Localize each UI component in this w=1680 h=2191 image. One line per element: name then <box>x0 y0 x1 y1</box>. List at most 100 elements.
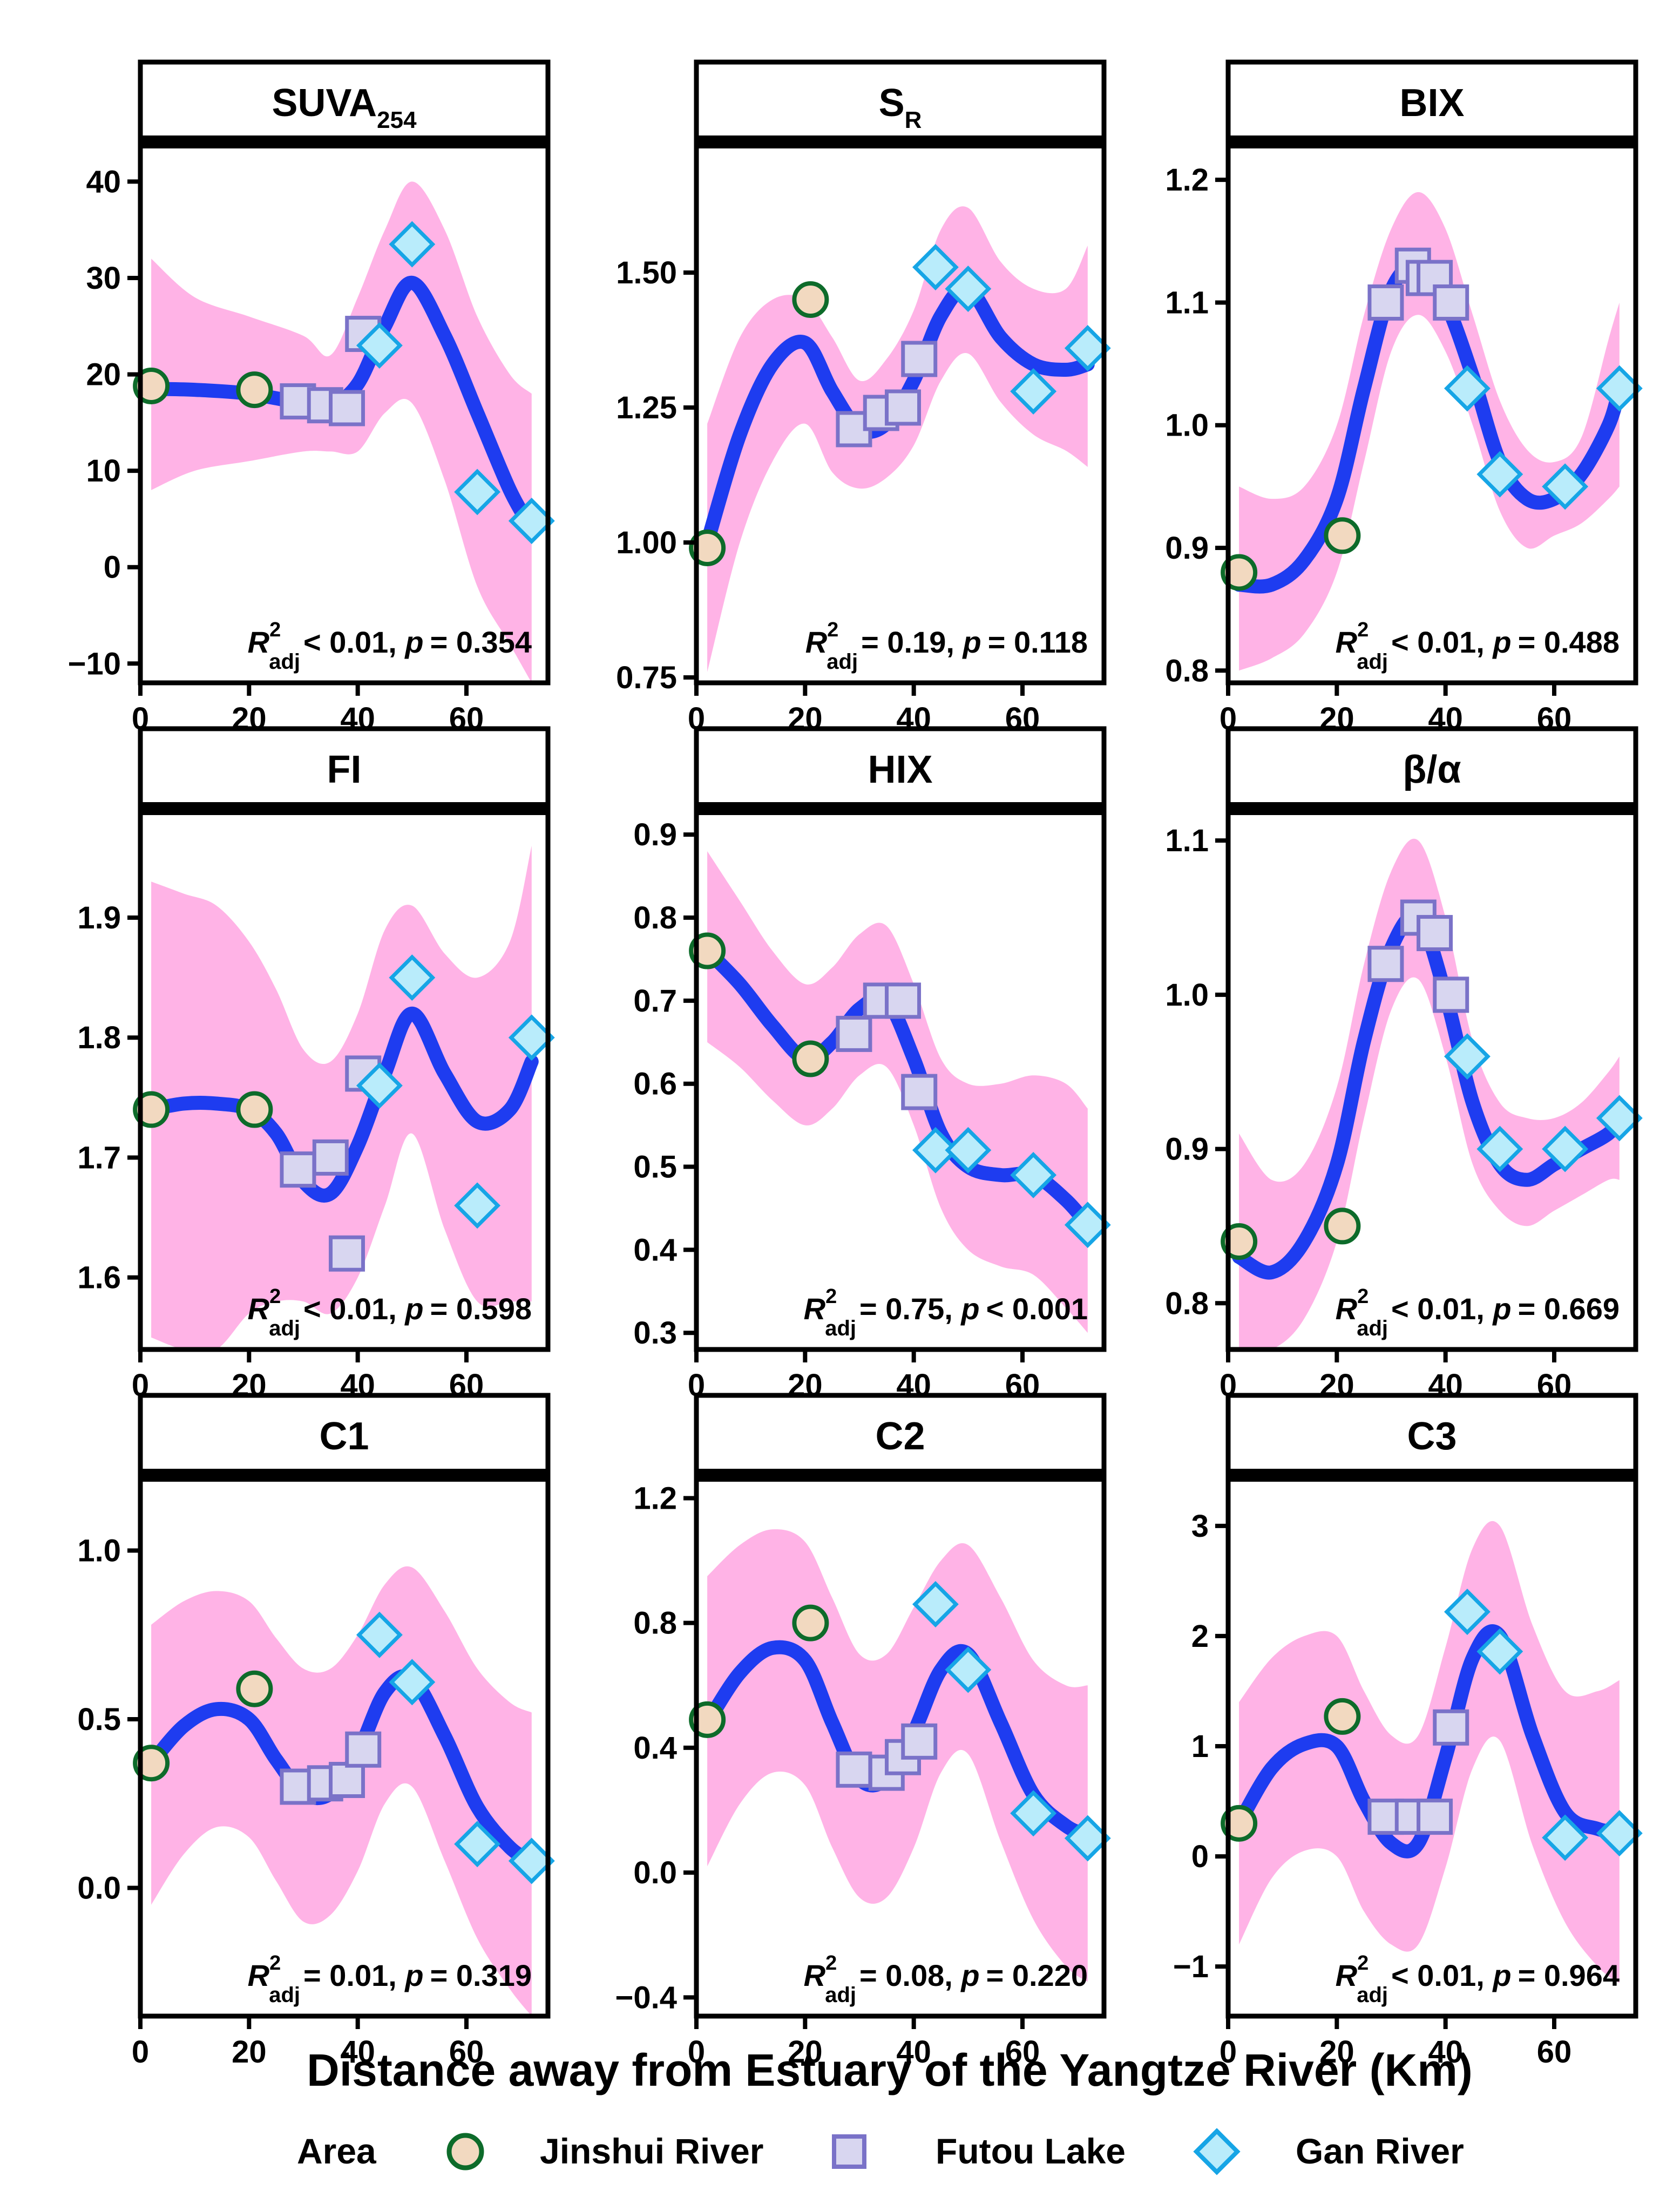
y-axis: 0.8 0.9 1.0 1.1 1.2 <box>1165 162 1228 688</box>
point-gan-river <box>1010 1151 1057 1198</box>
y-tick-label: 1.6 <box>77 1260 121 1295</box>
strip-title-main: β/α <box>1403 748 1461 791</box>
point-futou-lake <box>885 982 922 1019</box>
point-gan-river <box>454 1821 501 1868</box>
annotation-rel: < 0.01, <box>303 625 405 659</box>
strip-title-main: C3 <box>1407 1415 1457 1458</box>
annotation-sub: adj <box>1357 1983 1388 2007</box>
confidence-ribbon <box>151 181 532 683</box>
data-points <box>133 954 555 1272</box>
strip-underline <box>138 135 550 148</box>
y-axis: 1.6 1.7 1.8 1.9 <box>77 900 140 1295</box>
strip-underline <box>694 135 1106 148</box>
annotation-p-value: = 0.220 <box>986 1958 1088 1992</box>
confidence-ribbon <box>707 206 1088 672</box>
point-jinshui-river <box>236 371 273 409</box>
x-tick-label: 20 <box>1319 2034 1354 2070</box>
annotation-sub: adj <box>269 1317 300 1340</box>
point-gan-river <box>454 469 501 515</box>
point-futou-lake <box>329 1235 365 1272</box>
annotation-p: p <box>404 1958 423 1992</box>
annotation-p: p <box>404 1292 423 1326</box>
y-tick-label: −1 <box>1173 1949 1209 1984</box>
annotation-sub: adj <box>825 1317 856 1340</box>
confidence-ribbon <box>1239 1521 1620 1983</box>
annotation-r: R <box>1336 1292 1358 1326</box>
point-jinshui-river <box>792 281 829 318</box>
strip-title-main: C1 <box>319 1415 369 1458</box>
strip-box <box>1225 726 1638 812</box>
point-gan-river <box>356 1062 403 1109</box>
annotation-r: R <box>248 625 270 659</box>
annotation-sup: 2 <box>1357 619 1369 641</box>
point-gan-river <box>1010 368 1057 415</box>
x-tick-label: 20 <box>788 2034 823 2070</box>
y-tick-label: 1.7 <box>77 1140 121 1175</box>
point-jinshui-river <box>1221 1223 1258 1260</box>
strip-title: SR <box>879 82 922 133</box>
fit-annotation: R2 adj< 0.01, p = 0.598 <box>248 1285 532 1340</box>
strip-box <box>138 1393 551 1479</box>
point-jinshui-river <box>133 1091 170 1128</box>
strip-box <box>138 726 551 812</box>
annotation-sup: 2 <box>1357 1285 1369 1308</box>
point-gan-river <box>912 1127 959 1173</box>
point-futou-lake <box>836 1751 872 1788</box>
annotation-r: R <box>248 1292 270 1326</box>
fit-annotation: R2 adj= 0.08, p = 0.220 <box>804 1952 1088 2007</box>
point-futou-lake <box>901 341 938 377</box>
y-tick-label: 3 <box>1191 1509 1209 1544</box>
annotation-sup: 2 <box>827 619 838 641</box>
point-gan-river <box>1596 1810 1643 1857</box>
point-gan-river <box>1596 365 1643 412</box>
y-tick-label: 0.0 <box>77 1871 121 1906</box>
y-tick-label: 1.00 <box>616 525 677 560</box>
y-tick-label: 0 <box>1191 1839 1209 1874</box>
point-futou-lake <box>901 1723 938 1760</box>
strip-title: C2 <box>875 1415 925 1458</box>
annotation-rel: < 0.01, <box>1391 1292 1493 1326</box>
point-jinshui-river <box>689 530 726 566</box>
annotation-r: R <box>1336 1958 1358 1992</box>
annotation-p-value: = 0.118 <box>988 625 1088 659</box>
y-tick-label: 0.75 <box>616 660 677 695</box>
annotation-r: R <box>1336 625 1358 659</box>
y-tick-label: 0.8 <box>1165 1286 1209 1321</box>
strip-title: β/α <box>1403 748 1461 791</box>
point-gan-river <box>1444 365 1491 412</box>
point-gan-river <box>454 1182 501 1229</box>
point-gan-river <box>1596 1095 1643 1142</box>
point-gan-river <box>1064 1815 1111 1862</box>
y-axis: −10 0 10 20 30 40 <box>68 164 140 681</box>
annotation-sup: 2 <box>825 1952 837 1975</box>
annotation-rel: < 0.01, <box>1391 1958 1493 1992</box>
y-tick-label: 1 <box>1191 1729 1209 1764</box>
point-futou-lake <box>885 389 922 426</box>
y-tick-label: 0.5 <box>77 1702 121 1737</box>
point-jinshui-river <box>689 932 726 969</box>
annotation-sub: adj <box>825 1983 856 2007</box>
point-gan-river <box>508 498 555 544</box>
fit-annotation: R2 adj= 0.75, p < 0.001 <box>804 1285 1088 1340</box>
data-points <box>689 244 1111 566</box>
x-tick-label: 0 <box>1220 2034 1237 2070</box>
plot-area <box>700 206 1095 672</box>
x-axis: 0 20 40 60 <box>1220 2016 1571 2070</box>
point-gan-river <box>1444 1033 1491 1080</box>
annotation-p-value: = 0.354 <box>430 625 532 659</box>
strip-title-main: HIX <box>868 748 932 791</box>
point-futou-lake <box>1367 284 1404 321</box>
annotation-sub: adj <box>1357 1317 1388 1340</box>
x-tick-label: 40 <box>1428 2034 1463 2070</box>
annotation-sup: 2 <box>269 1285 281 1308</box>
y-axis: −0.4 0.0 0.4 0.8 1.2 <box>615 1481 696 2015</box>
annotation-p-value: = 0.319 <box>430 1958 532 1992</box>
x-tick-label: 0 <box>688 2034 705 2070</box>
y-tick-label: 0.0 <box>633 1855 677 1890</box>
point-gan-river <box>1476 1628 1523 1675</box>
